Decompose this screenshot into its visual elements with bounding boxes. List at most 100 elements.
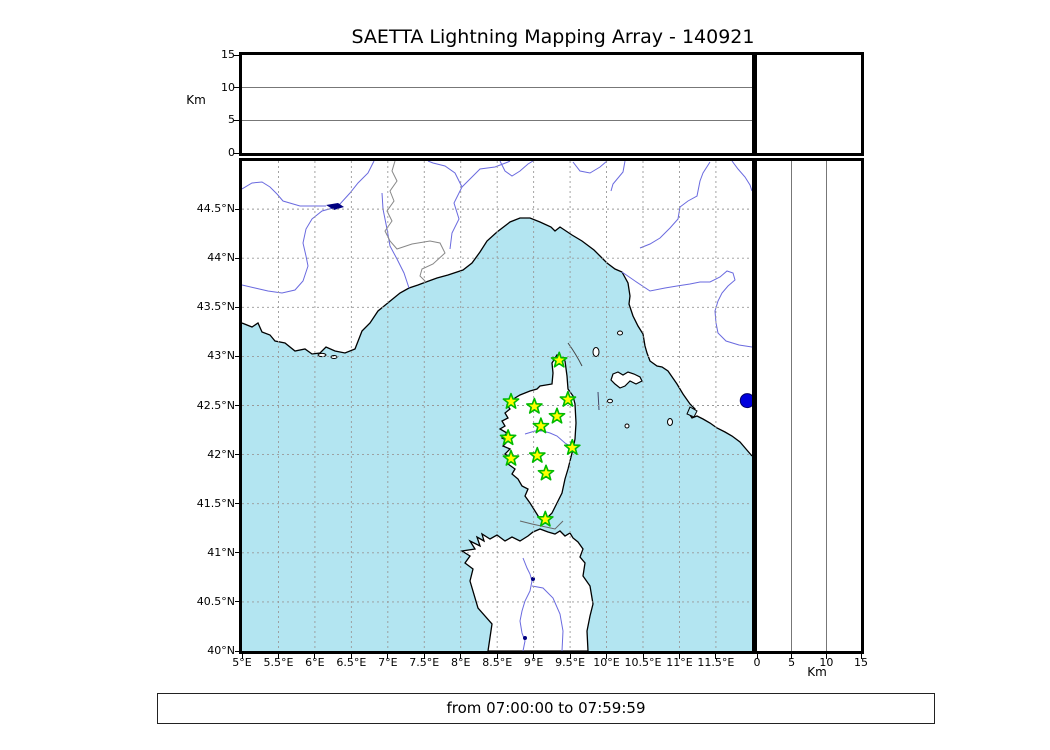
altitude-axis-label-bottom: Km — [807, 665, 827, 679]
longitude-tick — [460, 654, 462, 659]
latitude-tick-label: 42.5°N — [196, 398, 235, 412]
longitude-tick-label: 10°E — [593, 656, 620, 669]
sardinia-island — [460, 528, 594, 651]
station-star — [536, 510, 554, 527]
right-panel-gridline — [791, 161, 793, 651]
latitude-tick — [235, 355, 239, 357]
map-graticule — [242, 161, 752, 651]
longitude-tick-label: 5.5°E — [263, 656, 294, 669]
top-panel-gridline — [242, 87, 752, 89]
station-star — [525, 397, 543, 414]
right-panel-tick-label: 0 — [753, 656, 761, 669]
longitude-tick-label: 6.5°E — [336, 656, 367, 669]
longitude-tick-label: 8.5°E — [482, 656, 513, 669]
latitude-tick-label: 43.5°N — [196, 300, 235, 314]
longitude-tick — [533, 654, 535, 659]
top-panel-tick-label: 15 — [221, 48, 235, 61]
figure-title: SAETTA Lightning Mapping Array - 140921 — [351, 26, 755, 48]
time-range-text: from 07:00:00 to 07:59:59 — [446, 699, 646, 717]
altitude-axis-label-left: Km — [186, 93, 206, 107]
top-panel-tick — [234, 54, 239, 56]
right-panel-tick-label: 5 — [788, 656, 796, 669]
station-star — [550, 351, 568, 368]
longitude-tick-label: 9°E — [523, 656, 544, 669]
map-svg — [242, 161, 752, 651]
top-panel-tick — [234, 152, 239, 154]
station-star — [559, 390, 577, 407]
top-panel-tick-label: 0 — [228, 146, 235, 159]
gorgona-island — [617, 330, 623, 336]
top-panel-tick — [234, 119, 239, 121]
sea-dash-mark — [597, 391, 600, 411]
corner-panel — [754, 52, 864, 156]
latitude-tick-label: 40.5°N — [196, 594, 235, 608]
top-panel-tick-label: 10 — [221, 80, 235, 94]
longitude-tick-label: 6°E — [305, 656, 325, 669]
right-panel-tick — [825, 654, 827, 659]
longitude-tick — [496, 654, 498, 659]
station-star — [502, 392, 520, 409]
latitude-tick — [235, 601, 239, 603]
station-star — [499, 429, 517, 446]
right-panel-tick-label: 10 — [819, 656, 834, 669]
sardinia-lake-2 — [523, 636, 527, 640]
longitude-tick-label: 10.5°E — [624, 656, 662, 669]
giglio-island — [667, 418, 673, 426]
right-panel-gridline — [825, 161, 827, 651]
longitude-tick — [277, 654, 279, 659]
capcorse-arc-mark — [567, 342, 583, 367]
time-range-box: from 07:00:00 to 07:59:59 — [157, 693, 935, 724]
latitude-tick-label: 44°N — [207, 251, 235, 265]
latitude-tick — [235, 552, 239, 554]
sea-fill — [242, 218, 752, 651]
latitude-tick — [235, 257, 239, 259]
latitude-tick — [235, 208, 239, 210]
latitude-tick-label: 43°N — [207, 349, 235, 363]
longitude-tick — [642, 654, 644, 659]
longitude-tick-label: 7°E — [378, 656, 398, 669]
station-star — [548, 407, 566, 424]
latitude-tick — [235, 405, 239, 406]
right-panel-tick — [860, 654, 862, 659]
longitude-tick-label: 5°E — [232, 656, 252, 669]
latitude-tick — [235, 503, 239, 505]
latitude-tick — [235, 454, 239, 456]
hyeres-island-2 — [330, 355, 338, 359]
station-star — [563, 438, 581, 456]
station-star — [532, 417, 550, 434]
longitude-tick — [715, 654, 717, 659]
longitude-tick-label: 8°E — [450, 656, 471, 669]
longitude-tick-label: 11.5°E — [697, 656, 735, 669]
montecristo-island — [624, 423, 630, 429]
latitude-tick — [235, 650, 239, 652]
sardinia-lake-1 — [531, 577, 535, 581]
elba-island — [610, 371, 643, 389]
capraia-island — [592, 347, 600, 357]
right-panel-tick — [756, 654, 758, 659]
source-dot — [739, 393, 752, 409]
right-panel-tick — [791, 654, 793, 659]
longitude-tick — [350, 654, 352, 659]
top-panel-tick-label: 5 — [228, 113, 235, 127]
lake-serre-poncon — [326, 203, 344, 210]
latitude-tick-label: 42°N — [207, 447, 235, 461]
right-panel-tick-label: 15 — [854, 656, 868, 669]
country-border — [384, 161, 446, 283]
station-star — [502, 449, 520, 466]
altitude-latitude-panel — [754, 158, 864, 654]
longitude-tick — [423, 654, 425, 659]
station-markers — [499, 351, 581, 527]
top-panel-gridline — [242, 119, 752, 121]
longitude-tick — [314, 654, 316, 659]
longitude-tick — [678, 654, 680, 659]
latitude-tick-label: 40°N — [207, 644, 235, 657]
longitude-tick-label: 11°E — [666, 656, 693, 669]
orbetello-lagoon — [686, 406, 698, 418]
station-star — [528, 446, 546, 463]
longitude-tick-label: 7.5°E — [409, 656, 440, 669]
longitude-tick — [387, 654, 389, 659]
station-star — [537, 464, 555, 481]
longitude-tick-label: 9.5°E — [555, 656, 586, 669]
map-panel — [239, 158, 755, 654]
